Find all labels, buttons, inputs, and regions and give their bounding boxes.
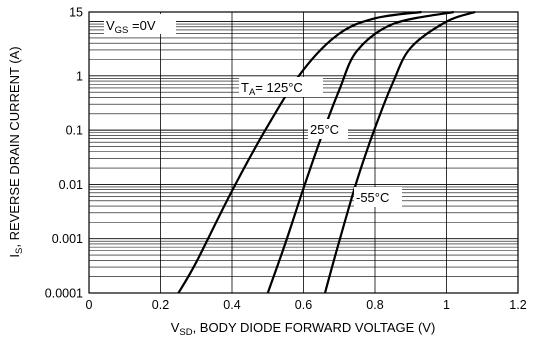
series-label: -55°C [354,187,402,207]
y-tick-label: 0.01 [59,178,83,192]
x-tick-label: 0.6 [295,298,312,312]
series-label-text: TA= 125°C [241,80,303,98]
plot-frame [88,11,519,294]
series-label: TA= 125°C [239,77,323,98]
series-label-main: -55°C [356,190,389,205]
series-label-bg [239,77,323,97]
x-tick-label: 0.4 [223,298,240,312]
y-tick-label: 0.0001 [45,287,83,301]
series-label-main: 25°C [310,122,339,137]
series-label-text: -55°C [356,190,389,205]
y-axis-title: IS, REVERSE DRAIN CURRENT (A) [7,46,25,257]
series-line [266,10,454,294]
x-tick-label: 1.2 [509,298,526,312]
x-tick-labels: 0 0.2 0.4 0.6 0.8 1 1.2 [86,298,527,312]
y-tick-label: 1 [76,69,83,83]
x-tick-label: 0.2 [152,298,169,312]
condition-text: VGS =0V [106,18,156,36]
x-tick-label: 1 [443,298,450,312]
series-line [177,10,422,294]
x-axis-title: VSD, BODY DIODE FORWARD VOLTAGE (V) [171,320,436,338]
y-tick-labels: 0.0001 0.001 0.01 0.1 1 15 [45,6,83,301]
series-label-text: 25°C [310,122,339,137]
series-label-main: T [241,80,249,95]
series-label-post: = 125°C [255,80,302,95]
x-tick-label: 0 [86,298,93,312]
grid-lines [89,12,518,293]
series-curves [177,10,476,294]
series-line [323,10,476,294]
condition-annotation: VGS =0V [104,14,176,36]
series-labels: TA= 125°C 25°C -55°C [239,77,402,207]
y-tick-label: 0.001 [52,232,83,246]
series-label-bg [354,187,402,207]
y-tick-label: 0.1 [66,124,83,138]
y-tick-label: 15 [69,6,83,20]
series-label-sub: A [249,87,256,98]
series-label-bg [308,119,348,139]
x-tick-label: 0.8 [366,298,383,312]
series-label: 25°C [308,119,348,139]
condition-annotation-bg [104,14,176,34]
